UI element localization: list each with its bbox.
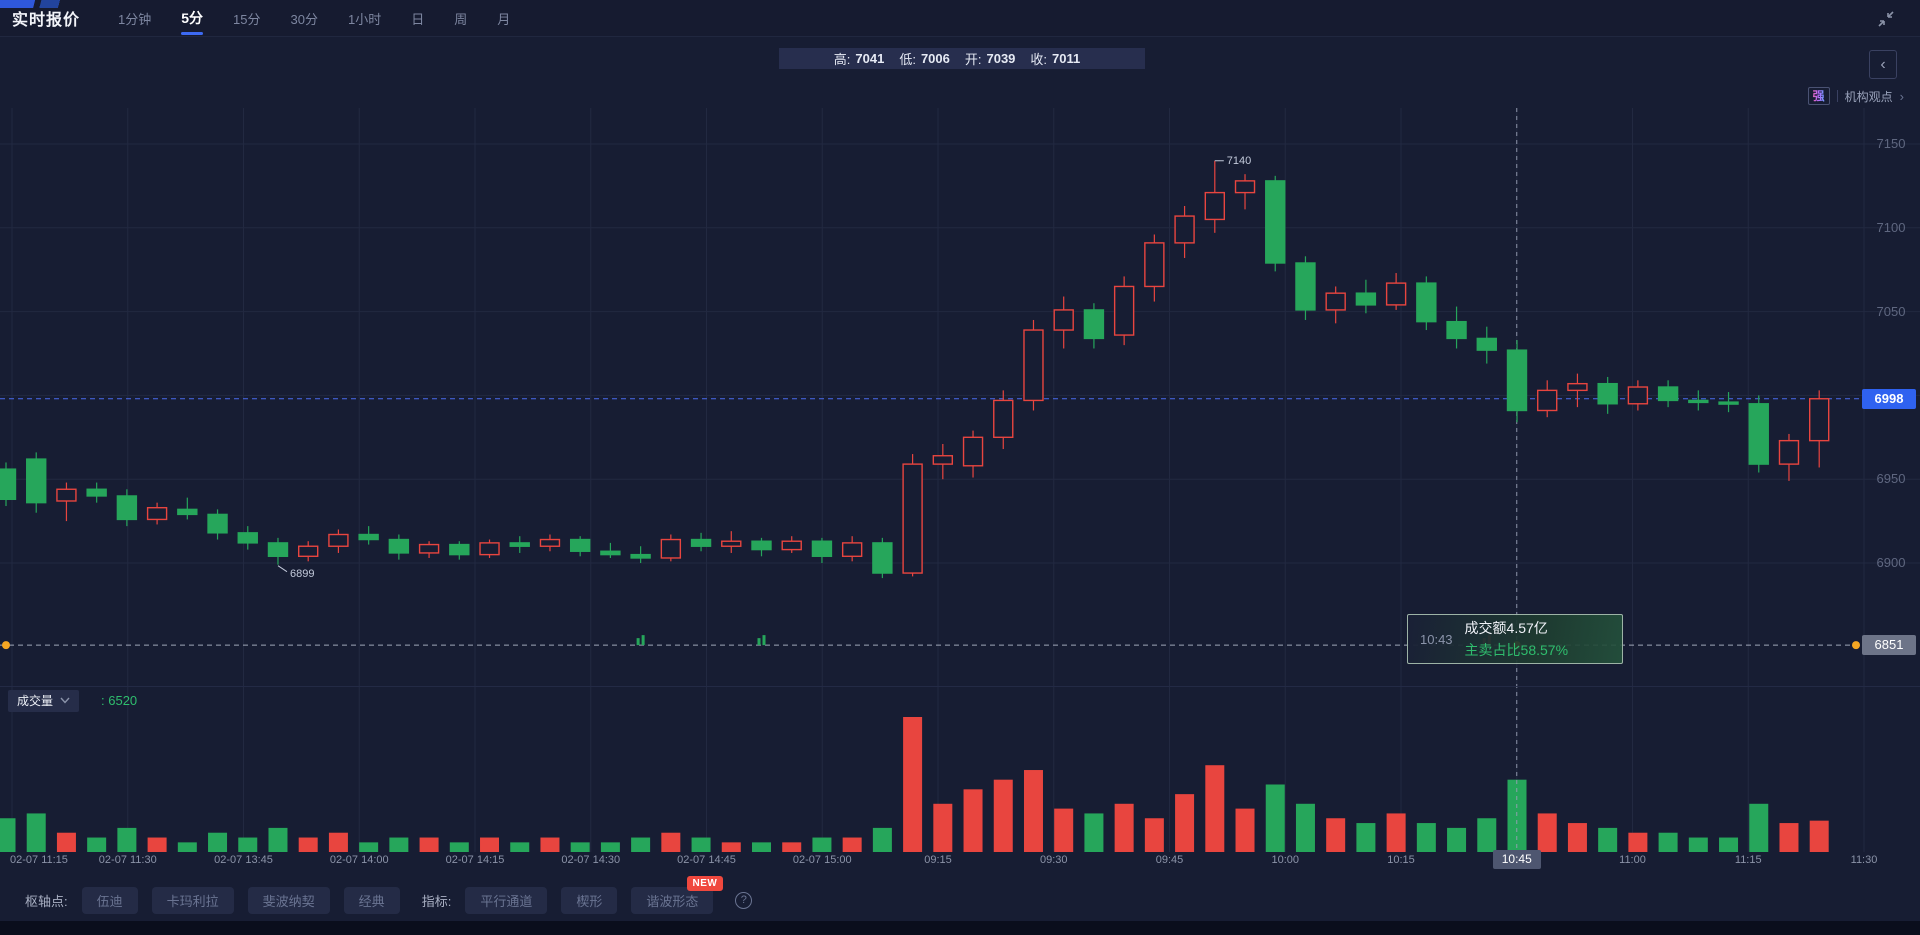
time-tick: 11:00 [1619,854,1646,866]
open-label: 开: [964,52,982,67]
timeframe-tab-日[interactable]: 日 [411,11,425,27]
toolbar-button-伍迪[interactable]: 伍迪 [81,886,138,914]
institution-view-link[interactable]: 机构观点 [1844,89,1893,104]
time-tick: 02-07 15:00 [792,854,852,866]
sell-ratio-value: 主卖占比58.57% [1464,642,1569,658]
time-tick: 02-07 11:30 [98,854,157,866]
turnover-value: 成交额4.57亿 [1464,620,1548,636]
chart-header: 实时报价 1分钟 5分 15分 30分 1小时 日 周 月 [0,0,1920,37]
page-title: 实时报价 [12,12,81,29]
crosshair-time-tag: 10:45 [1492,850,1541,869]
price-tick-6900: 6900 [1876,555,1906,570]
price-tick-7100: 7100 [1876,219,1906,235]
toolbar-button-卡玛利拉[interactable]: 卡玛利拉 [151,886,234,914]
time-tick: 11:30 [1850,854,1878,866]
toolbar-button-经典[interactable]: 经典 [343,886,400,914]
pivot-label: 枢轴点: [25,893,68,909]
volume-current-value: : 6520 [101,693,138,708]
ohlc-tooltip-bar: 高: 7041 低: 7006 开: 7039 收: 7011 [779,48,1145,69]
time-tick: 02-07 14:00 [329,854,389,866]
timeframe-tab-周[interactable]: 周 [454,11,468,27]
toolbar-button-斐波纳契[interactable]: 斐波纳契 [247,886,330,914]
current-price-tag: 6998 [1862,388,1916,409]
volume-indicator-label: 成交量 [17,694,54,708]
volume-indicator-select[interactable]: 成交量 [8,689,80,712]
timeframe-tab-5分[interactable]: 5分 [179,0,205,37]
close-label: 收: [1030,52,1048,67]
toolbar-button-楔形[interactable]: 楔形 [561,886,618,914]
high-value: 7041 [855,51,885,66]
price-tick-6950: 6950 [1876,471,1906,487]
bottom-strip [0,921,1920,935]
trough-price-annotation: 6899 [289,567,315,580]
toolbar-button-谐波形态[interactable]: 谐波形态 NEW [631,875,724,914]
time-tick: 02-07 11:15 [10,854,68,866]
chevron-down-icon [60,697,70,704]
low-value: 7006 [920,51,950,66]
low-label: 低: [899,52,916,67]
close-value: 7011 [1052,51,1081,66]
volume-pane-header: 成交量 : 6520 [0,686,1920,714]
timeframe-tab-1分钟[interactable]: 1分钟 [118,11,152,27]
crosshair-tooltip-time: 10:43 [1420,631,1453,647]
crosshair-price-tag: 6851 [1862,635,1916,656]
timeframe-tab-30分[interactable]: 30分 [290,11,318,27]
time-tick: 02-07 14:45 [677,854,736,866]
timeframe-tabs: 1分钟 5分 15分 30分 1小时 日 周 月 [116,0,512,37]
indicator-label: 指标: [421,893,452,909]
time-tick: 09:30 [1039,854,1068,866]
drawing-toolbar: 枢轴点: 伍迪 卡玛利拉 斐波纳契 经典 指标: 平行通道 楔形 谐波形态 NEW ? [0,875,1920,920]
time-tick: 02-07 14:15 [445,854,505,866]
timeframe-tab-15分[interactable]: 15分 [233,11,261,27]
high-label: 高: [833,52,851,67]
help-icon[interactable]: ? [735,891,753,909]
peak-price-annotation: 7140 [1226,154,1252,167]
time-tick: 09:45 [1155,854,1184,866]
time-tick: 11:15 [1734,854,1762,866]
timeframe-tab-1小时[interactable]: 1小时 [347,11,382,27]
corner-decoration [0,0,70,8]
price-tick-7150: 7150 [1876,136,1906,151]
collapse-arrows-icon[interactable] [1874,7,1898,31]
open-value: 7039 [986,51,1016,66]
time-tick: 02-07 13:45 [214,854,273,866]
new-badge: NEW [686,875,724,891]
time-tick: 10:00 [1271,854,1300,866]
chevron-left-icon[interactable]: ‹ [1869,50,1897,79]
time-tick: 10:15 [1387,854,1415,866]
strength-badge: 强 [1807,87,1830,105]
time-tick: 02-07 14:30 [561,854,621,866]
price-tick-7050: 7050 [1876,303,1906,319]
crosshair-tooltip: 10:43 成交额4.57亿 主卖占比58.57% [1407,614,1623,664]
toolbar-button-平行通道[interactable]: 平行通道 [465,886,548,914]
time-tick: 09:15 [924,854,952,866]
timeframe-tab-月[interactable]: 月 [497,11,511,27]
divider [1836,90,1838,102]
insight-row: 强 机构观点 › [1807,86,1904,106]
chevron-right-icon: › [1899,88,1904,104]
